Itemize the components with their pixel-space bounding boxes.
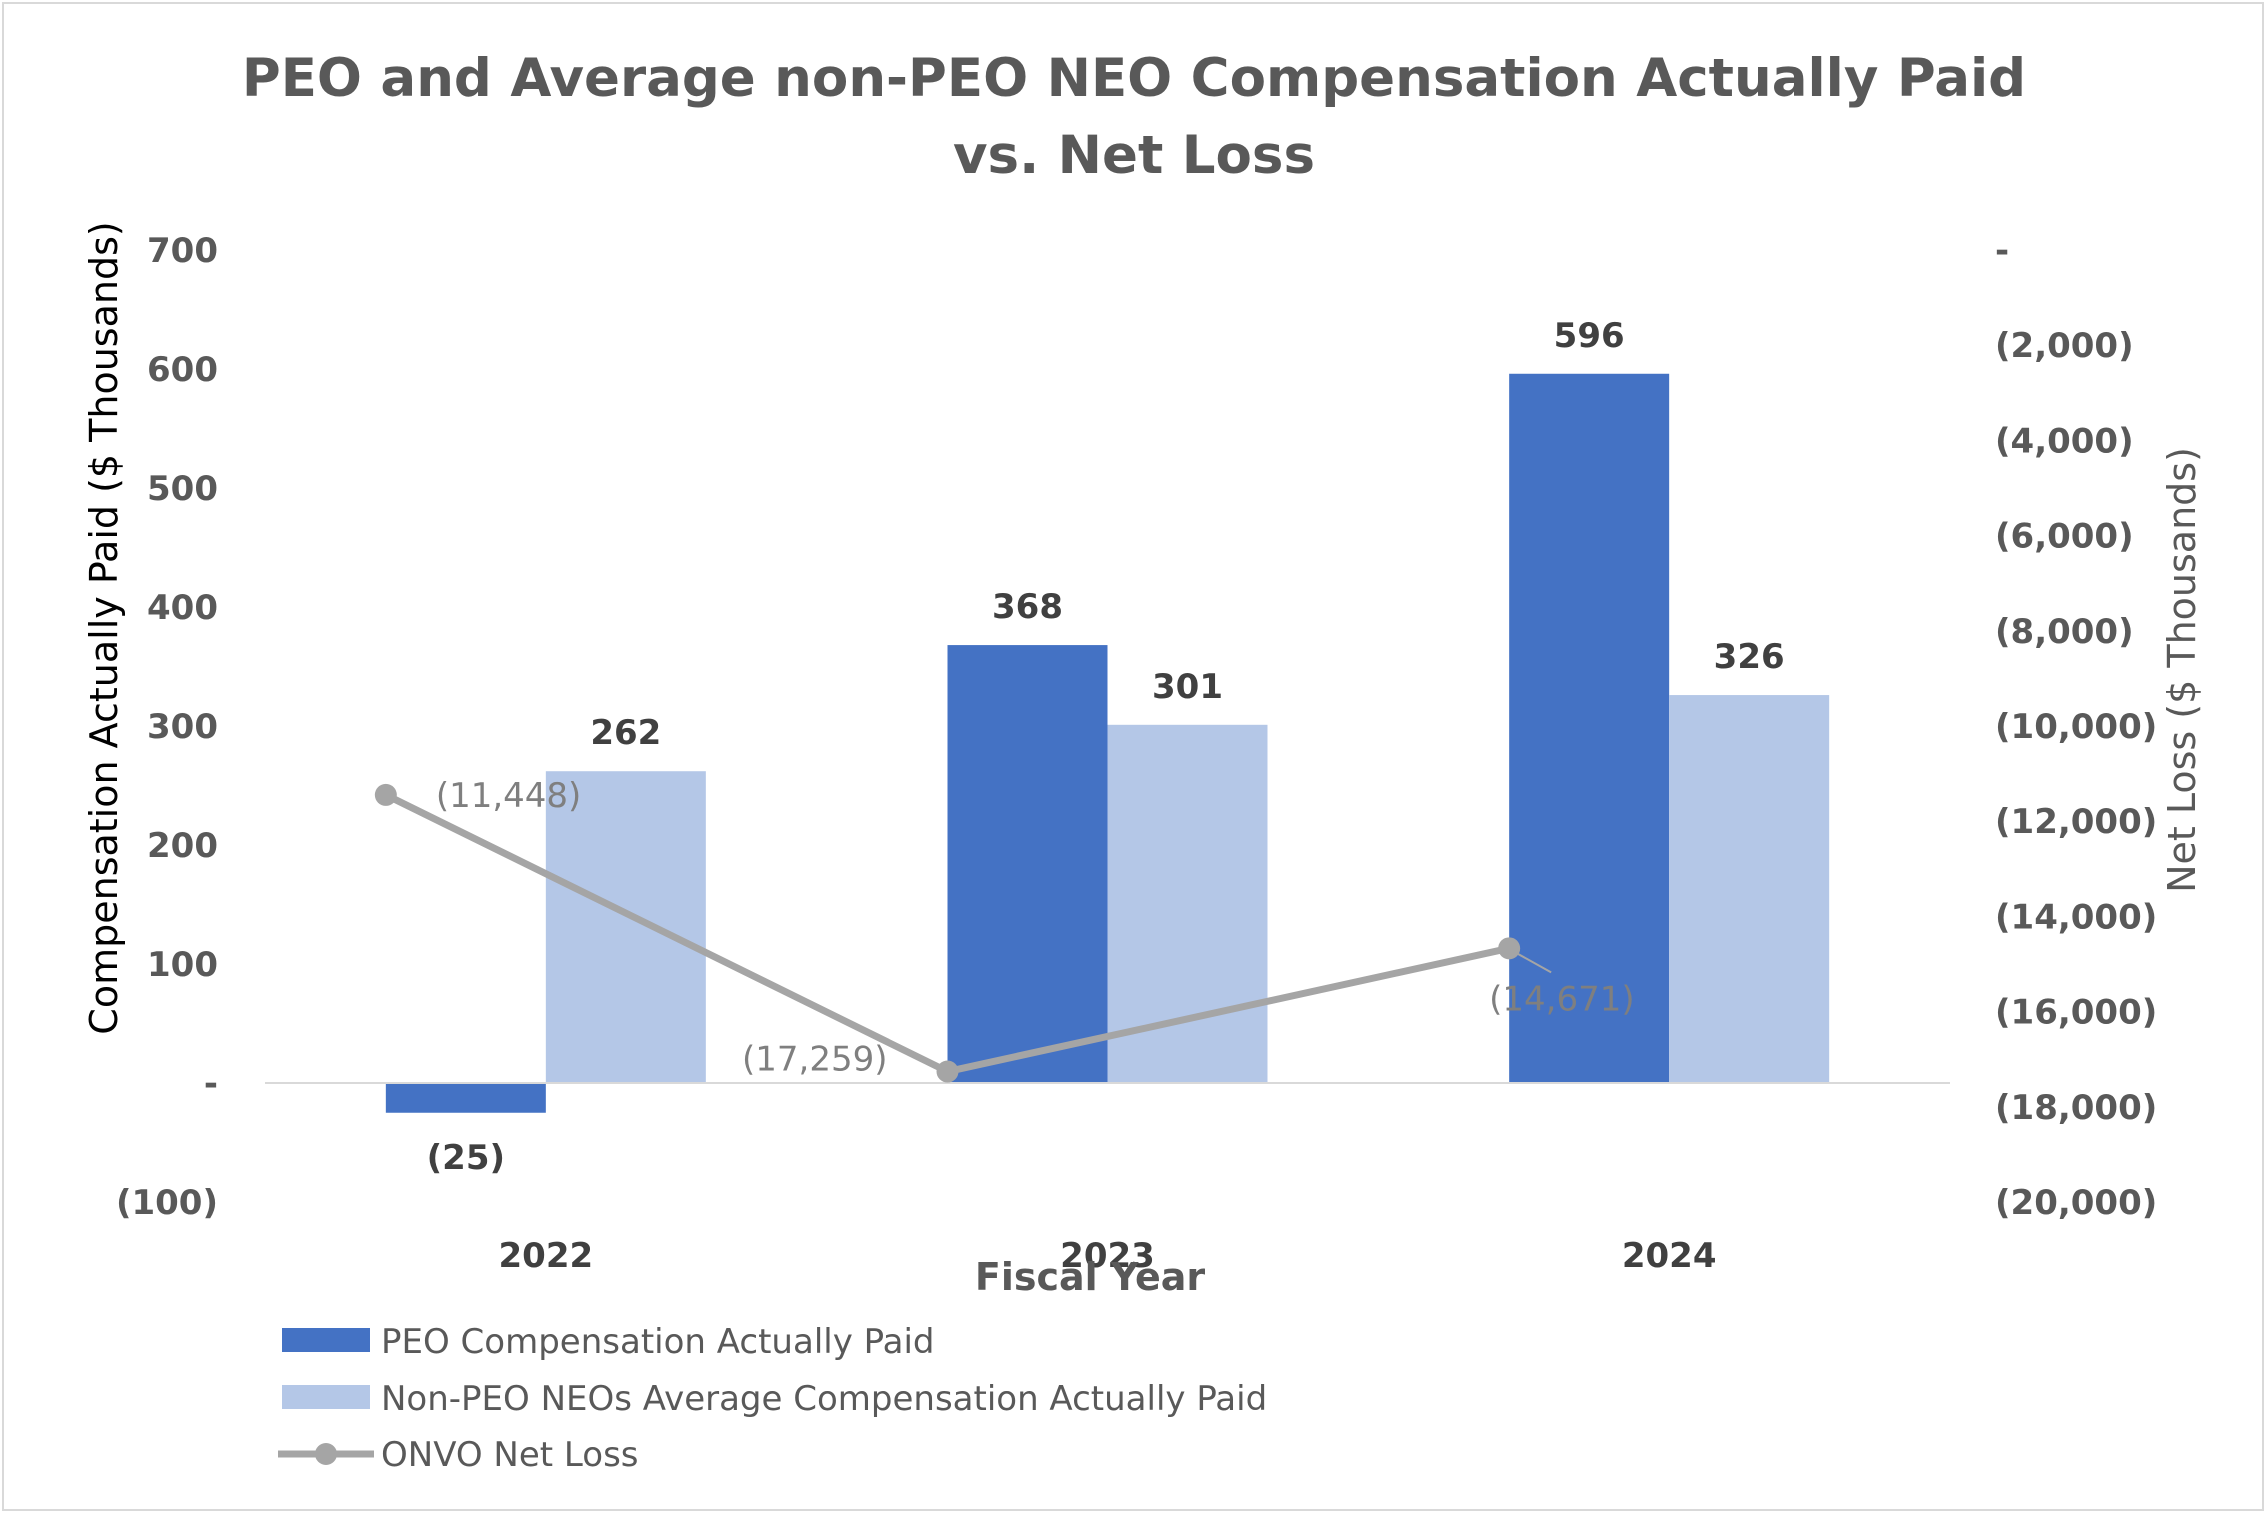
net-loss-data-label: (11,448) (436, 776, 582, 816)
bar-series-group (385, 373, 1830, 1113)
y-tick-label: 500 (147, 469, 218, 509)
bar-peo (947, 645, 1108, 1083)
y-axis-right-ticks: - (2,000) (4,000) (6,000) (8,000) (10,000) (12… (1995, 231, 2157, 1223)
y-axis-right-title: Net Loss ($ Thousands) (2160, 447, 2204, 893)
x-axis-category-labels: 2022 2023 2024 (499, 1236, 1717, 1276)
data-labels-group: (25) 368 596 262 301 326 (11,448) (17,259) (14,6… (427, 316, 1785, 1178)
y-tick-label: 400 (147, 588, 218, 628)
net-loss-point (936, 1060, 959, 1083)
y-tick-label: 300 (147, 707, 218, 747)
y2-tick-label: - (1995, 231, 2009, 271)
legend-swatch-peo (282, 1328, 370, 1352)
x-category-label: 2022 (499, 1236, 594, 1276)
bar-data-label: 262 (590, 713, 661, 753)
y2-tick-label: (18,000) (1995, 1088, 2157, 1128)
y-tick-label: 100 (147, 945, 218, 985)
y-tick-label: 700 (147, 231, 218, 271)
chart-title-line-2: vs. Net Loss (953, 125, 1315, 186)
legend-swatch-non-peo (282, 1385, 370, 1409)
y2-tick-label: (20,000) (1995, 1183, 2157, 1223)
bar-non-peo (1107, 724, 1268, 1083)
bar-data-label: 596 (1554, 316, 1625, 356)
net-loss-point (374, 783, 397, 806)
bar-data-label: 326 (1714, 637, 1785, 677)
chart-title-line-1: PEO and Average non-PEO NEO Compensation… (242, 48, 2026, 109)
x-axis-title: Fiscal Year (975, 1255, 1205, 1299)
bar-data-label: (25) (427, 1138, 505, 1178)
y-tick-label: 600 (147, 350, 218, 390)
y2-tick-label: (2,000) (1995, 326, 2134, 366)
y-axis-left-ticks: 700 600 500 400 300 200 100 - (100) (116, 231, 218, 1223)
y2-tick-label: (14,000) (1995, 897, 2157, 937)
x-category-label: 2024 (1622, 1236, 1717, 1276)
net-loss-line-group (374, 783, 1521, 1083)
y2-tick-label: (6,000) (1995, 517, 2134, 557)
y-tick-label: (100) (116, 1183, 218, 1223)
bar-data-label: 301 (1152, 667, 1223, 707)
y2-tick-label: (12,000) (1995, 802, 2157, 842)
net-loss-label-leader (1514, 951, 1552, 974)
legend-marker-net-loss (315, 1443, 337, 1465)
y2-tick-label: (8,000) (1995, 612, 2134, 652)
y-axis-left-title: Compensation Actually Paid ($ Thousands) (82, 221, 126, 1034)
net-loss-data-label: (14,671) (1489, 979, 1635, 1019)
legend-label-non-peo: Non-PEO NEOs Average Compensation Actual… (381, 1379, 1267, 1419)
bar-non-peo (545, 771, 706, 1083)
bar-peo (1509, 373, 1670, 1083)
net-loss-data-label: (17,259) (742, 1040, 888, 1080)
legend-label-peo: PEO Compensation Actually Paid (381, 1322, 934, 1362)
y-tick-label: - (204, 1064, 218, 1104)
y2-tick-label: (10,000) (1995, 707, 2157, 747)
y2-tick-label: (4,000) (1995, 421, 2134, 461)
y2-tick-label: (16,000) (1995, 993, 2157, 1033)
y-tick-label: 200 (147, 826, 218, 866)
bar-peo (385, 1083, 546, 1113)
legend: PEO Compensation Actually Paid Non-PEO N… (278, 1322, 1267, 1475)
bar-data-label: 368 (992, 587, 1063, 627)
bar-non-peo (1669, 695, 1830, 1083)
legend-label-net-loss: ONVO Net Loss (381, 1435, 639, 1475)
net-loss-point (1498, 937, 1521, 960)
x-category-label: 2023 (1060, 1236, 1155, 1276)
